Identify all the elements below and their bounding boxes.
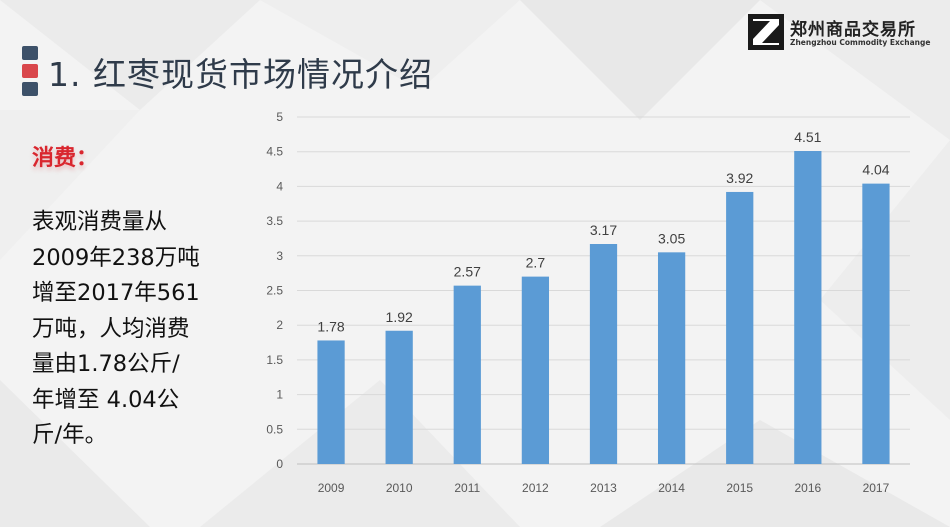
bar-2015 [726,191,754,464]
data-label: 4.04 [862,162,889,178]
y-tick-label: 0 [276,457,283,471]
x-tick-label: 2017 [863,481,890,495]
zce-logo-icon [748,14,784,50]
bar-2010 [385,330,413,464]
x-tick-label: 2009 [318,481,345,495]
slide-title: 1. 红枣现货市场情况介绍 [48,55,433,94]
data-label: 3.05 [658,230,685,246]
x-tick-label: 2013 [590,481,617,495]
logo-english-name: Zhengzhou Commodity Exchange [790,38,931,47]
x-tick-label: 2011 [454,481,480,495]
bar-2012 [521,276,550,464]
bar-2013 [589,244,618,464]
y-tick-label: 2 [276,318,283,332]
bar-2016 [794,151,822,465]
y-tick-label: 2.5 [266,284,283,298]
y-tick-label: 4.5 [266,145,283,159]
description-line: 表观消费量从 [32,209,168,235]
y-tick-label: 5 [276,110,283,124]
description-line: 万吨，人均消费 [32,315,190,342]
bar-2009 [317,340,345,464]
consumption-description: 表观消费量从 2009年238万吨 增至2017年561 万吨，人均消费 量由1… [32,205,232,454]
logo-chinese-name: 郑州商品交易所 [790,20,916,40]
description-line: 量由1.78公斤/ [32,351,180,377]
x-tick-label: 2012 [522,481,549,495]
description-line: 增至2017年561 [32,280,200,306]
data-label: 3.92 [726,170,753,186]
x-tick-label: 2015 [726,481,753,495]
consumption-bar-chart: 0 0.5 1 1.5 2 2.5 3 3.5 4 4.5 5 1.78 2009 1.92 2010 2.5… [266,110,910,495]
y-tick-label: 3 [276,249,283,263]
description-line: 斤/年。 [32,422,108,448]
y-tick-label: 0.5 [266,422,283,436]
bar-2011 [453,285,481,464]
y-tick-label: 1 [276,388,283,402]
data-label: 4.51 [794,129,821,145]
data-label: 2.57 [454,264,481,280]
x-tick-label: 2014 [658,481,685,495]
bar-2014 [657,252,686,464]
bar-2017 [862,183,890,464]
y-tick-label: 1.5 [266,353,283,367]
x-tick-label: 2010 [386,481,413,495]
consumption-heading: 消费： [32,146,99,171]
y-tick-label: 3.5 [266,214,283,228]
description-line: 2009年238万吨 [32,244,200,271]
description-line: 年增至 4.04公 [32,386,180,413]
data-label: 1.78 [317,318,344,334]
data-label: 2.7 [526,255,546,271]
data-label: 3.17 [590,222,617,238]
exchange-logo: 郑州商品交易所 Zhengzhou Commodity Exchange [748,12,943,52]
y-tick-label: 4 [276,179,283,193]
x-tick-label: 2016 [794,481,821,495]
title-decoration [22,46,38,100]
data-label: 1.92 [386,309,413,325]
